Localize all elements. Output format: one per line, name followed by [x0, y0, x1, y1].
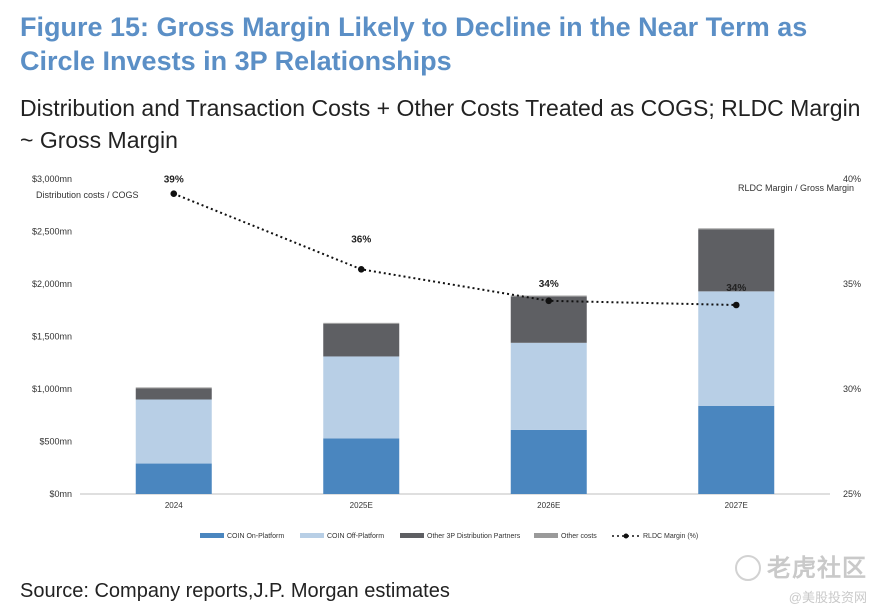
y-left-axis-label: Distribution costs / COGS [36, 190, 139, 200]
rldc-margin-point [545, 297, 553, 305]
bar-segment [698, 229, 775, 292]
bar-segment [510, 429, 587, 494]
y-left-tick-label: $3,000mn [32, 174, 72, 184]
legend-label: Other costs [561, 533, 597, 540]
legend-label: RLDC Margin (%) [643, 533, 698, 540]
legend-swatch [534, 533, 558, 538]
legend-swatch [200, 533, 224, 538]
y-left-tick-label: $1,500mn [32, 332, 72, 342]
y-left-tick-label: $500mn [39, 437, 72, 447]
legend-swatch [400, 533, 424, 538]
rldc-margin-point [357, 266, 365, 273]
bar-segment [698, 405, 775, 494]
rldc-margin-label: 34% [726, 283, 746, 294]
rldc-margin-point [170, 190, 178, 197]
legend-line-marker [623, 533, 629, 539]
watermark-brand-text: 老虎社区 [767, 555, 867, 582]
bar-segment [510, 295, 587, 297]
y-right-tick-label: 40% [843, 174, 861, 184]
bar-segment [135, 387, 212, 389]
watermark-brand: 老虎社区 [735, 548, 867, 583]
watermark: 老虎社区 @美股投资网 [735, 548, 867, 606]
legend-swatch [300, 533, 324, 538]
y-right-tick-label: 30% [843, 384, 861, 394]
figure-subtitle: Distribution and Transaction Costs + Oth… [20, 95, 861, 153]
bar-segment [323, 323, 400, 357]
rldc-margin-label: 39% [164, 175, 184, 186]
y-right-axis-label: RLDC Margin / Gross Margin [738, 183, 854, 193]
y-right-tick-label: 25% [843, 489, 861, 499]
legend-label: Other 3P Distribution Partners [427, 533, 521, 540]
bar-segment [135, 388, 212, 400]
rldc-margin-label: 34% [539, 279, 559, 290]
x-tick-label: 2027E [725, 501, 748, 510]
y-left-tick-label: $1,000mn [32, 384, 72, 394]
legend-label: COIN On-Platform [227, 533, 284, 540]
y-left-tick-label: $0mn [49, 489, 72, 499]
figure-title: Figure 15: Gross Margin Likely to Declin… [20, 12, 808, 76]
bar-segment [323, 438, 400, 494]
legend-label: COIN Off-Platform [327, 533, 384, 540]
x-tick-label: 2025E [350, 501, 373, 510]
y-left-tick-label: $2,500mn [32, 227, 72, 237]
rldc-margin-label: 36% [351, 234, 371, 245]
x-tick-label: 2024 [165, 501, 183, 510]
bar-segment [698, 228, 775, 230]
watermark-handle: @美股投资网 [788, 590, 867, 605]
rldc-margin-point [732, 301, 740, 309]
bar-segment [135, 463, 212, 494]
bar-segment [510, 342, 587, 430]
y-left-tick-label: $2,000mn [32, 279, 72, 289]
x-tick-label: 2026E [537, 501, 560, 510]
bar-segment [510, 296, 587, 343]
source-note: Source: Company reports,J.P. Morgan esti… [20, 580, 450, 602]
y-right-tick-label: 35% [843, 279, 861, 289]
rldc-margin-line [173, 192, 737, 306]
bar-segment [135, 399, 212, 464]
bar-segment [323, 356, 400, 439]
tiger-logo-icon [735, 554, 761, 581]
bar-segment [323, 322, 400, 324]
bar-segment [698, 291, 775, 406]
